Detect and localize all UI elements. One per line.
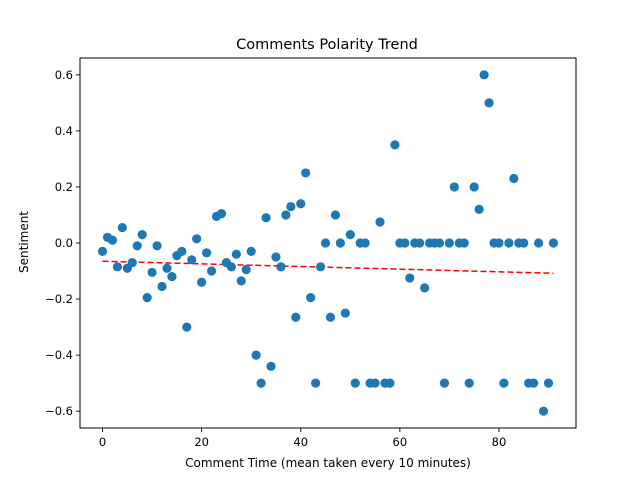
y-tick-label: 0.4 xyxy=(55,124,73,138)
y-tick-label: 0.0 xyxy=(55,236,73,250)
data-point xyxy=(157,281,167,292)
y-tick-label: 0.6 xyxy=(55,68,73,82)
data-point xyxy=(484,98,494,108)
x-tick-label: 20 xyxy=(194,435,209,449)
data-point xyxy=(449,182,459,192)
data-point xyxy=(127,258,137,268)
data-point xyxy=(538,406,549,416)
data-point xyxy=(390,140,400,150)
data-point xyxy=(548,238,559,248)
data-point xyxy=(400,238,410,248)
x-tick-label: 60 xyxy=(393,435,408,449)
data-point xyxy=(261,213,271,223)
data-point xyxy=(152,241,162,251)
data-point xyxy=(415,238,425,248)
data-point xyxy=(276,262,286,272)
data-point xyxy=(251,350,261,360)
data-point xyxy=(187,255,197,265)
data-point xyxy=(226,262,236,272)
data-point xyxy=(197,277,207,287)
data-point xyxy=(370,378,380,388)
plot-frame xyxy=(79,57,577,429)
chart-title: Comments Polarity Trend xyxy=(236,37,418,53)
y-tick-label: −0.6 xyxy=(45,404,73,418)
y-axis-label: Sentiment xyxy=(17,211,31,273)
data-point xyxy=(147,267,157,278)
data-point xyxy=(474,204,484,214)
data-point xyxy=(286,201,296,212)
data-point xyxy=(206,266,217,276)
data-point xyxy=(296,199,306,209)
x-tick-label: 80 xyxy=(492,435,507,449)
points-layer xyxy=(97,70,559,416)
data-point xyxy=(182,322,192,332)
data-point xyxy=(444,238,454,248)
data-point xyxy=(107,235,118,245)
data-point xyxy=(509,173,519,184)
data-point xyxy=(459,238,469,248)
data-point xyxy=(325,312,336,322)
data-point xyxy=(117,222,127,233)
data-point xyxy=(350,378,360,388)
data-point xyxy=(192,234,202,244)
data-point xyxy=(345,229,355,240)
data-point xyxy=(340,308,350,318)
data-point xyxy=(291,312,301,322)
data-point xyxy=(142,293,152,303)
data-point xyxy=(236,276,246,286)
data-point xyxy=(97,246,108,257)
data-point xyxy=(420,283,430,293)
y-tick-label: −0.4 xyxy=(45,348,73,362)
data-point xyxy=(301,168,311,178)
data-point xyxy=(112,262,123,272)
data-point xyxy=(202,248,212,258)
data-point xyxy=(533,238,544,248)
data-point xyxy=(177,246,187,257)
data-point xyxy=(464,378,474,388)
data-point xyxy=(241,265,251,275)
data-point xyxy=(335,238,345,248)
data-point xyxy=(271,252,281,262)
trend-line xyxy=(102,260,554,275)
data-point xyxy=(529,378,539,388)
data-point xyxy=(266,361,276,371)
data-point xyxy=(320,238,331,248)
data-point xyxy=(306,293,316,303)
data-point xyxy=(162,263,172,273)
data-point xyxy=(543,378,554,388)
y-tick-label: 0.2 xyxy=(55,180,73,194)
data-point xyxy=(375,217,385,227)
data-point xyxy=(405,273,415,283)
x-tick-label: 0 xyxy=(99,435,106,449)
data-point xyxy=(216,208,227,219)
data-point xyxy=(246,246,256,257)
data-point xyxy=(385,378,395,388)
data-point xyxy=(434,238,445,248)
data-point xyxy=(519,238,529,248)
data-point xyxy=(256,378,266,388)
data-point xyxy=(315,262,326,272)
data-point xyxy=(137,229,147,240)
y-tick-label: −0.2 xyxy=(45,292,73,306)
data-point xyxy=(281,210,291,220)
data-point xyxy=(504,238,514,248)
data-point xyxy=(330,210,341,220)
x-axis-label: Comment Time (mean taken every 10 minute… xyxy=(185,456,471,470)
data-point xyxy=(499,378,509,388)
data-point xyxy=(479,70,489,80)
ticks-layer: 0 20 40 60 80 −0.6 −0.4 −0.2 0.0 0.2 0.4 0.6 xyxy=(45,68,506,449)
data-point xyxy=(132,241,142,251)
data-point xyxy=(311,378,321,388)
data-point xyxy=(360,238,370,248)
data-point xyxy=(231,249,241,259)
trend-layer xyxy=(102,260,554,275)
x-tick-label: 40 xyxy=(293,435,308,449)
data-point xyxy=(494,238,504,248)
data-point xyxy=(167,272,177,282)
data-point xyxy=(469,182,479,192)
data-point xyxy=(439,378,450,388)
